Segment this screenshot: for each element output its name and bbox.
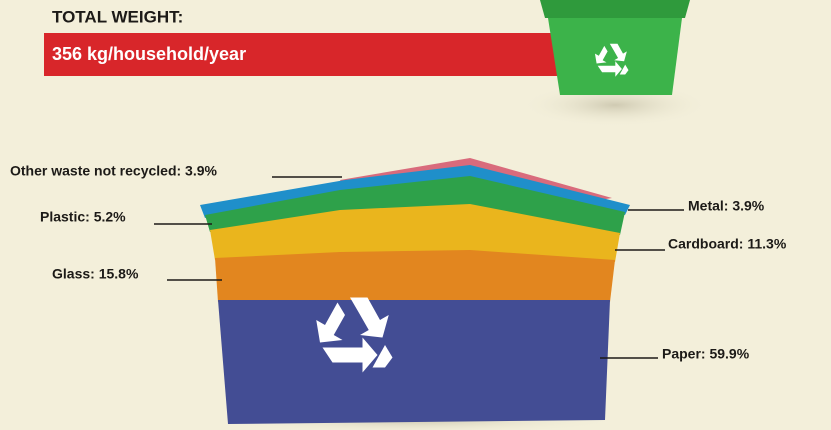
label-cardboard: Cardboard: 11.3% <box>668 236 787 252</box>
total-title: TOTAL WEIGHT: <box>52 7 183 26</box>
small-bin-body <box>548 18 682 95</box>
small-bin-rim <box>540 0 690 18</box>
label-other: Other waste not recycled: 3.9% <box>10 163 218 179</box>
infographic: TOTAL WEIGHT: 356 kg/household/year Othe… <box>0 0 831 430</box>
label-paper: Paper: 59.9% <box>662 346 750 362</box>
label-plastic: Plastic: 5.2% <box>40 209 126 225</box>
label-metal: Metal: 3.9% <box>688 198 765 214</box>
page: TOTAL WEIGHT: 356 kg/household/year Othe… <box>0 0 831 430</box>
total-value: 356 kg/household/year <box>52 44 246 64</box>
layer-glass <box>215 250 615 302</box>
label-glass: Glass: 15.8% <box>52 266 139 282</box>
layer-paper <box>218 300 610 424</box>
